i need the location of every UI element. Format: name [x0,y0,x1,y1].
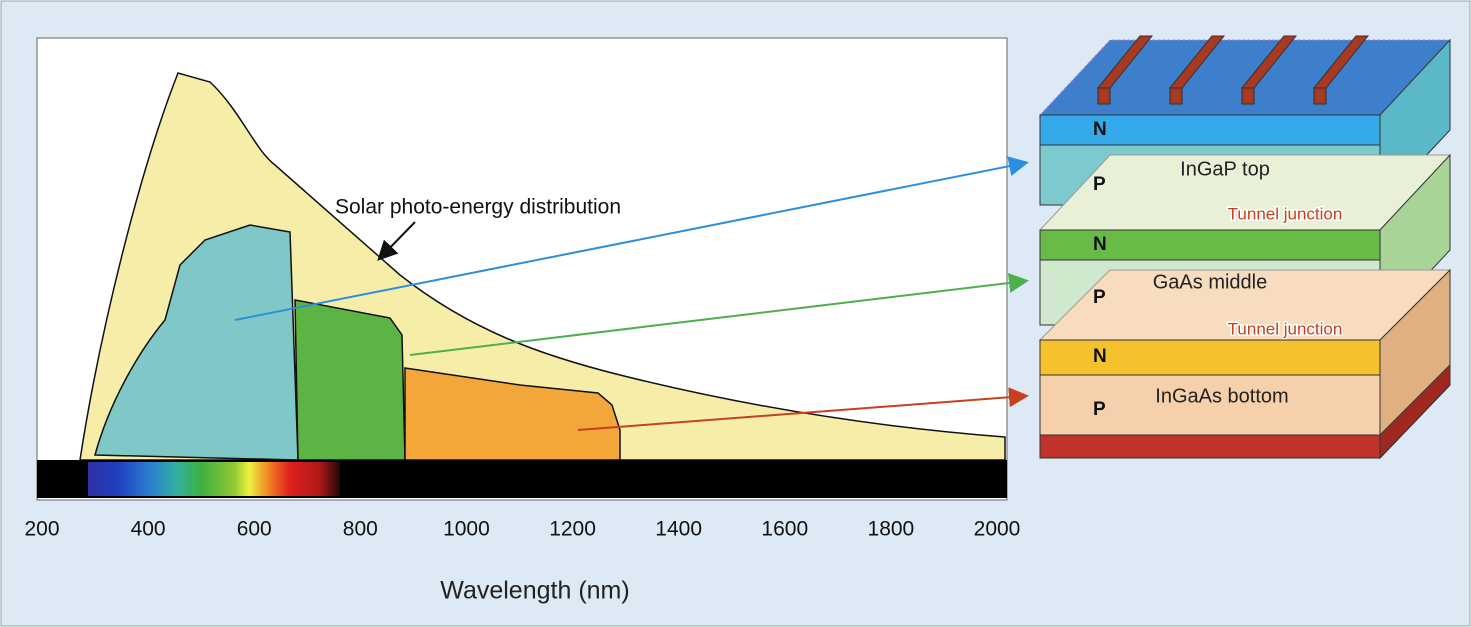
axis-title: Wavelength (nm) [440,577,629,605]
arrow [577,387,1029,431]
ticks: 200 400 600 800 1000 1200 1400 1600 1800 2000 [24,518,1020,541]
top-cell-band [94,224,299,461]
layer-name: GaAs middle [1153,271,1268,293]
x-tick-label: 1000 [443,518,490,541]
layer [1039,229,1381,261]
tunnel-junction: Tunnel junction [1228,204,1343,223]
layer [1039,339,1381,376]
x-tick-label: 1600 [761,518,808,541]
annotation-arrow [377,221,416,261]
layer-p: P [1093,287,1106,308]
x-tick-label: 1800 [868,518,915,541]
annotation: Solar photo-energy distribution [335,196,621,219]
layer-n: N [1093,119,1107,140]
side [1379,363,1451,460]
layer [1039,374,1381,436]
x-tick-label: 2000 [974,518,1021,541]
x-tick-label: 800 [343,518,378,541]
arrow [234,156,1029,321]
layer-n: N [1093,346,1107,367]
electrodes [1096,35,1370,105]
solar-cell: N P InGaP top Tunnel junction N P GaAs m… [1038,35,1452,460]
layer-name: InGaAs bottom [1155,385,1288,407]
layer-p: P [1093,399,1106,420]
x-tick-label: 1200 [549,518,596,541]
layer-p: P [1093,174,1106,195]
x-tick-label: 200 [24,518,59,541]
x-tick-label: 400 [131,518,166,541]
substrate [1039,434,1381,459]
arrow [409,272,1029,356]
layer-name: InGaP top [1180,158,1270,180]
layer [1039,114,1381,146]
x-tick-label: 1400 [655,518,702,541]
middle-cell-band [294,299,406,461]
x-tick-label: 600 [237,518,272,541]
visible-spectrum [88,462,340,496]
layer-n: N [1093,234,1107,255]
tunnel-junction: Tunnel junction [1228,319,1343,338]
